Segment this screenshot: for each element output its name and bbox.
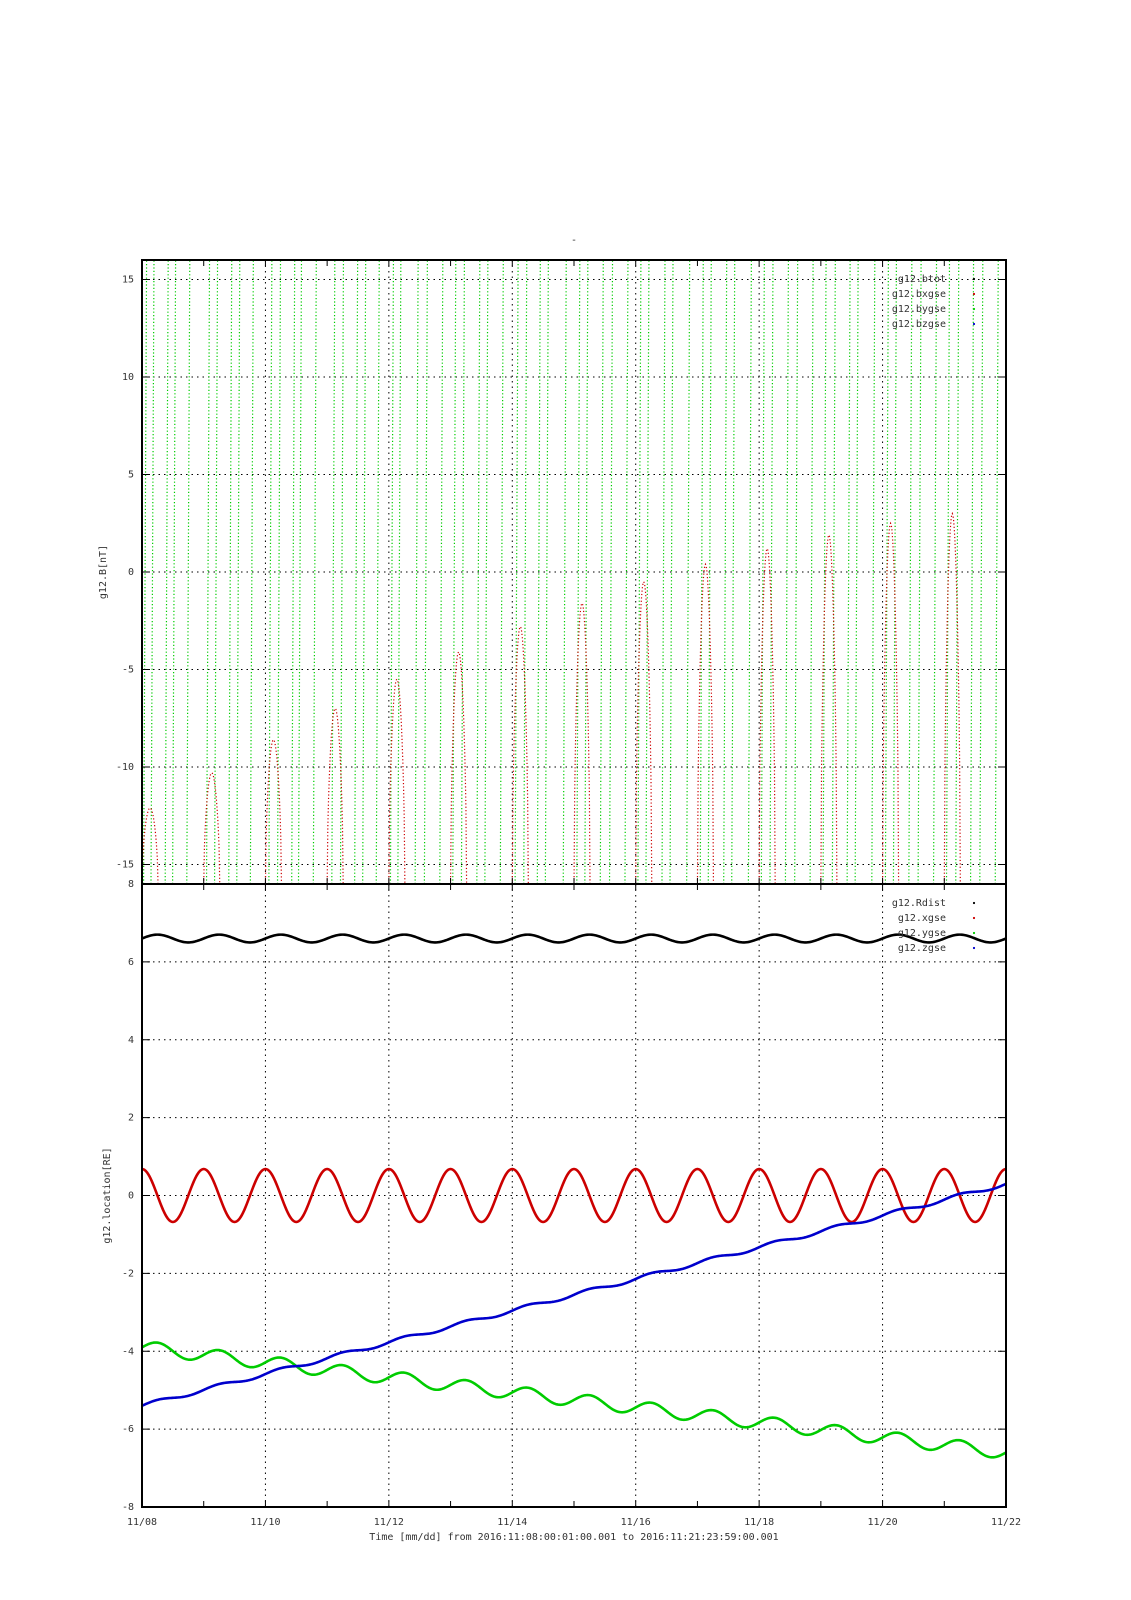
location-y-tick-label: 6: [128, 957, 134, 968]
magnetic-field-y-tick-label: 10: [122, 372, 134, 383]
magnetic-field-legend-swatch: [972, 277, 976, 281]
location-legend-label: g12.xgse: [898, 913, 946, 924]
location-y-axis: -8 -6 -4 -2 0 2 4 6 8: [122, 879, 1007, 1513]
location-legend-swatch: [972, 931, 976, 935]
magnetic-field-series: [141, 259, 999, 885]
location-legend: g12.Rdist g12.xgse g12.ygse g12.zgse: [892, 898, 976, 954]
bxgse-peak-mark: [881, 521, 900, 885]
magnetic-field-legend-label: g12.bzgse: [892, 319, 946, 330]
magnetic-field-grid: [142, 260, 1006, 884]
magnetic-field-y-tick-label: -5: [122, 665, 134, 676]
location-legend-swatch: [972, 916, 976, 920]
time-x-tick-label: 11/14: [497, 1517, 527, 1528]
location-y-tick-label: 0: [128, 1191, 134, 1202]
location-y-axis-title: g12.location[RE]: [102, 1147, 113, 1243]
location-y-tick-label: 8: [128, 879, 134, 890]
magnetic-field-legend-label: g12.bygse: [892, 304, 946, 315]
time-x-tick-label: 11/12: [374, 1517, 404, 1528]
bxgse-peak-mark: [326, 707, 344, 885]
time-x-tick-label: 11/10: [250, 1517, 280, 1528]
time-x-axis-title: Time [mm/dd] from 2016:11:08:00:01:00.00…: [369, 1532, 778, 1543]
location-y-tick-label: 4: [128, 1035, 134, 1046]
location-legend-label: g12.zgse: [898, 943, 946, 954]
magnetic-field-y-tick-label: 5: [128, 470, 134, 481]
bxgse-peak-mark: [388, 678, 406, 885]
location-legend-label: g12.ygse: [898, 928, 946, 939]
location-legend-label: g12.Rdist: [892, 898, 946, 909]
location-y-tick-label: -2: [122, 1268, 134, 1279]
magnetic-field-y-axis-title: g12.B[nT]: [98, 545, 109, 599]
bxgse-peak-mark: [203, 772, 221, 885]
bxgse-peak-mark: [943, 511, 961, 885]
location-legend-swatch: [972, 901, 976, 905]
time-x-axis: 11/08 11/10 11/12 11/14 11/16 11/18 11/20 11/22: [127, 1517, 1021, 1528]
magnetic-field-y-tick-label: 15: [122, 275, 134, 286]
magnetic-field-legend-swatch: [972, 292, 976, 296]
magnetic-field-legend: g12.btot g12.bxgse g12.bygse g12.bzgse: [892, 274, 976, 330]
magnetic-field-y-tick-label: 0: [128, 567, 134, 578]
magnetic-field-legend-swatch: [972, 322, 976, 326]
xgse-line: [141, 1167, 1007, 1224]
bxgse-peak-mark: [449, 650, 468, 885]
bxgse-peak-mark: [820, 533, 838, 885]
figure-title: -: [571, 235, 577, 246]
magnetic-field-legend-label: g12.bxgse: [892, 289, 946, 300]
bxgse-peak-mark: [635, 580, 653, 885]
magnetic-field-y-tick-label: -15: [116, 860, 134, 871]
magnetic-field-panel: -15 -10 -5 0 5 10 15 g12.btot g12.bxgse g12.bygs…: [98, 259, 1007, 885]
time-x-tick-label: 11/22: [991, 1517, 1021, 1528]
magnetic-field-legend-label: g12.btot: [898, 274, 946, 285]
location-y-tick-label: 2: [128, 1113, 134, 1124]
magnetic-field-y-tick-label: -10: [116, 762, 134, 773]
zgse-line: [141, 1182, 1007, 1407]
location-plot-frame: [141, 883, 1007, 1508]
rdist-line: [141, 933, 1007, 944]
location-grid: [142, 884, 1006, 1507]
location-y-tick-label: -4: [122, 1346, 134, 1357]
ygse-line: [141, 1341, 1007, 1459]
time-x-tick-label: 11/20: [868, 1517, 898, 1528]
location-series: [141, 933, 1007, 1459]
time-x-tick-label: 11/18: [744, 1517, 774, 1528]
magnetic-field-legend-swatch: [972, 307, 976, 311]
location-y-tick-label: -8: [122, 1502, 134, 1513]
location-legend-swatch: [972, 946, 976, 950]
time-x-tick-label: 11/08: [127, 1517, 157, 1528]
time-x-tick-label: 11/16: [621, 1517, 651, 1528]
location-y-tick-label: -6: [122, 1424, 134, 1435]
